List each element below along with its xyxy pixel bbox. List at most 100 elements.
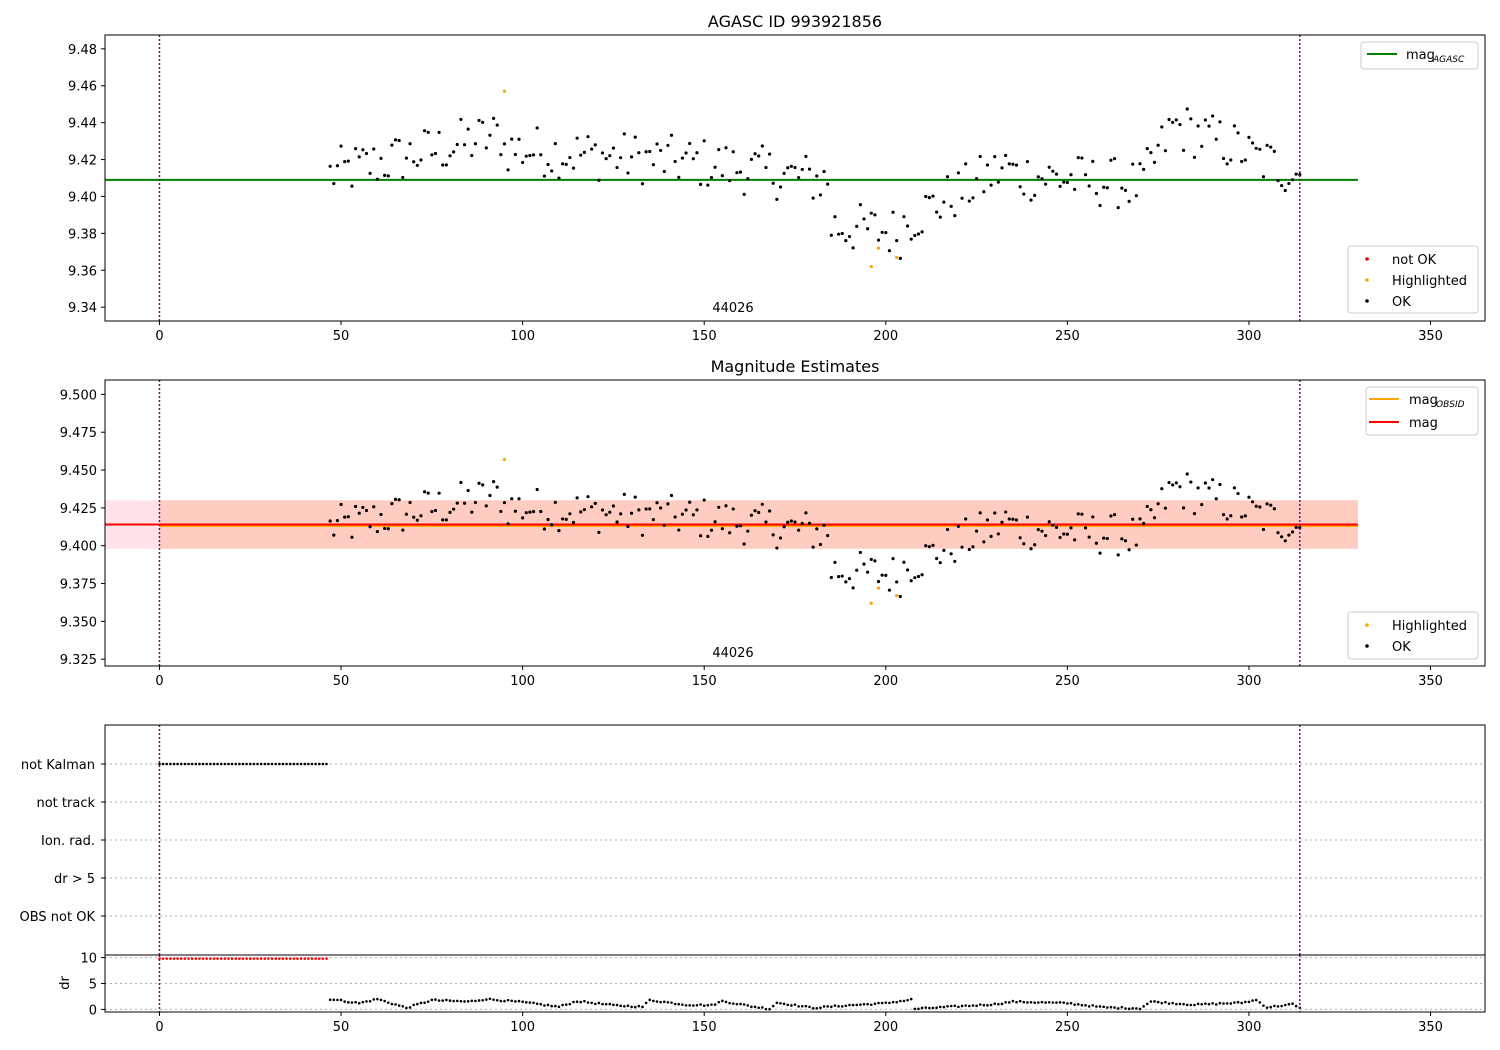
ok-point	[800, 167, 804, 172]
dr-point	[608, 1002, 612, 1006]
dr-point	[717, 1000, 721, 1004]
not-kalman-point	[172, 762, 176, 766]
ok-point	[1250, 500, 1255, 504]
ok-point	[615, 520, 619, 524]
dr-point	[924, 1006, 928, 1009]
ok-point	[826, 182, 830, 186]
ok-point	[1105, 186, 1109, 190]
ok-point	[738, 170, 743, 174]
dr-point	[982, 1003, 986, 1007]
ok-point	[560, 162, 565, 166]
dr-point	[1000, 1002, 1004, 1006]
flag-category-label: OBS not OK	[20, 910, 96, 925]
ok-point	[586, 135, 590, 139]
legend-marker-highlighted	[1365, 278, 1369, 282]
ok-point	[855, 568, 859, 572]
dr-point	[372, 998, 376, 1001]
dr-point	[401, 1005, 405, 1008]
ok-point	[597, 530, 601, 534]
ok-point	[659, 148, 663, 153]
not-kalman-point	[238, 762, 241, 766]
ok-point	[858, 550, 862, 555]
ok-point	[760, 502, 764, 506]
dr-point	[960, 1004, 964, 1008]
ok-point	[1265, 502, 1269, 506]
ok-point	[971, 545, 975, 549]
ok-point	[332, 533, 336, 537]
ok-point	[1112, 156, 1117, 161]
not-kalman-point	[205, 762, 208, 766]
dr-point	[775, 1001, 779, 1005]
ok-point	[673, 159, 677, 164]
dr-point	[441, 999, 445, 1002]
dr-not-ok-point	[216, 957, 219, 960]
not-kalman-point	[292, 762, 296, 766]
ok-point	[412, 160, 416, 164]
not-kalman-point	[201, 762, 205, 766]
ok-point	[1287, 181, 1291, 186]
ok-point	[346, 159, 350, 163]
dr-point	[978, 1003, 982, 1006]
dr-point	[612, 1003, 615, 1007]
ok-point	[444, 518, 448, 522]
ok-point	[1258, 505, 1262, 509]
ok-point	[1018, 536, 1022, 540]
dr-panel: 0 50 100 150 200 250 300 350 0 5 10 dr	[58, 952, 1486, 1035]
ok-point	[1098, 203, 1102, 208]
estimates-panel-title: Magnitude Estimates	[711, 357, 880, 376]
ok-point	[433, 151, 438, 156]
dr-not-ok-point	[288, 957, 292, 960]
dr-point	[532, 1001, 535, 1005]
dr-point	[1029, 1000, 1033, 1004]
ok-point	[971, 196, 975, 200]
legend-marker-label: OK	[1392, 640, 1411, 655]
dr-point	[1091, 1004, 1095, 1007]
ok-point	[858, 203, 862, 207]
y-tick-label: 9.400	[60, 540, 97, 555]
dr-point	[713, 1003, 717, 1006]
dr-point	[909, 997, 913, 1001]
dr-point	[761, 1006, 764, 1009]
dr-point	[328, 998, 332, 1002]
ok-point	[401, 528, 405, 532]
ok-point	[964, 517, 968, 521]
ok-point	[1298, 526, 1302, 530]
ok-point	[949, 204, 953, 208]
ok-point	[1276, 178, 1280, 183]
ok-point	[847, 234, 852, 239]
ok-point	[1076, 512, 1080, 516]
ok-point	[960, 196, 964, 200]
ok-point	[419, 514, 423, 518]
ok-point	[953, 559, 957, 564]
dr-point	[1145, 1002, 1149, 1006]
ok-point	[862, 217, 866, 221]
not-kalman-point	[303, 762, 307, 766]
ok-point	[557, 176, 561, 180]
ok-point	[1171, 483, 1175, 487]
ok-point	[706, 534, 710, 538]
dr-point	[840, 1005, 844, 1008]
dr-point	[666, 1001, 670, 1004]
ok-point	[1007, 517, 1011, 521]
dr-point	[1084, 1004, 1087, 1007]
ok-point	[393, 497, 398, 501]
dr-not-ok-point	[179, 957, 183, 960]
ok-point	[560, 517, 565, 521]
ok-point	[688, 500, 692, 504]
ok-point	[764, 165, 768, 170]
dr-point	[354, 1000, 357, 1004]
dr-not-ok-point	[187, 957, 190, 960]
ok-point	[1240, 515, 1244, 519]
ok-point	[916, 232, 921, 236]
dr-point	[786, 1003, 790, 1007]
ok-point	[1051, 169, 1055, 173]
dr-point	[430, 998, 434, 1002]
not-kalman-point	[212, 762, 216, 766]
ok-point	[495, 123, 499, 127]
dr-point	[688, 1004, 691, 1007]
ok-point	[1185, 472, 1189, 476]
ok-point	[927, 545, 931, 549]
x-tick-label: 300	[1237, 329, 1262, 344]
ok-point	[579, 153, 583, 157]
ok-point	[1033, 193, 1037, 197]
